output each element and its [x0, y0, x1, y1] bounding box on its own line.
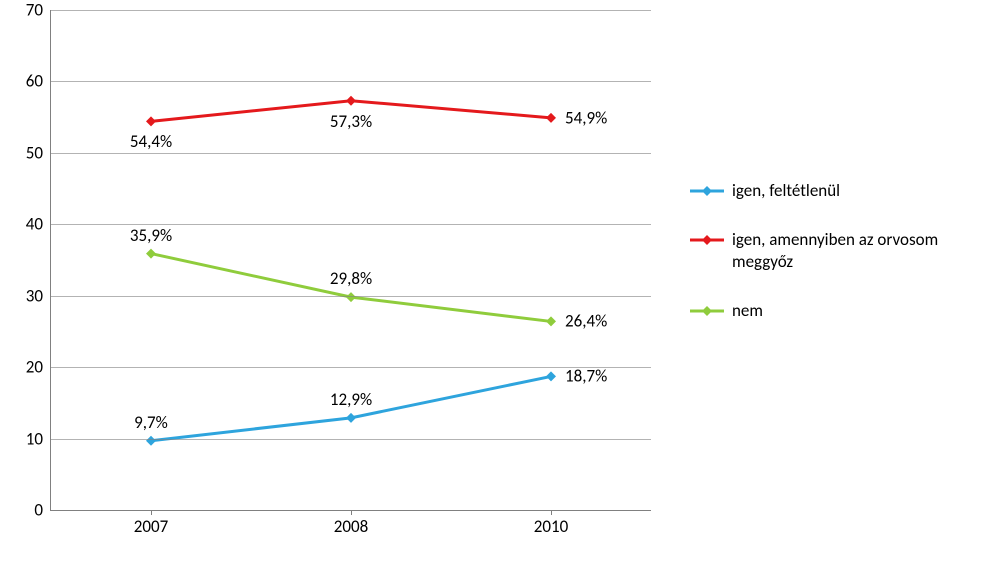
- marker-diamond-icon: [702, 306, 712, 316]
- x-tick: [151, 510, 152, 515]
- marker-diamond-icon: [346, 413, 356, 423]
- data-label: 29,8%: [330, 268, 372, 289]
- data-label: 57,3%: [330, 111, 372, 132]
- y-axis-label: 30: [26, 285, 51, 306]
- legend-swatch-icon: [690, 184, 724, 198]
- plot-area: 0102030405060702007200820109,7%12,9%18,7…: [50, 10, 651, 511]
- marker-diamond-icon: [702, 235, 712, 245]
- line-chart: 0102030405060702007200820109,7%12,9%18,7…: [0, 0, 991, 562]
- y-axis-label: 40: [26, 214, 51, 235]
- marker-diamond-icon: [146, 436, 156, 446]
- legend: igen, feltétlenül igen, amennyiben az orv…: [690, 180, 980, 349]
- legend-swatch-icon: [690, 233, 724, 247]
- legend-label: igen, feltétlenül: [732, 180, 980, 201]
- legend-swatch-icon: [690, 304, 724, 318]
- gridline: [51, 367, 651, 368]
- gridline: [51, 81, 651, 82]
- gridline: [51, 153, 651, 154]
- data-label: 54,9%: [565, 107, 607, 128]
- marker-diamond-icon: [546, 316, 556, 326]
- data-label: 12,9%: [330, 389, 372, 410]
- data-label: 54,4%: [130, 131, 172, 152]
- y-axis-label: 10: [26, 428, 51, 449]
- legend-item-igen_feltetlenul: igen, feltétlenül: [690, 180, 980, 201]
- legend-item-nem: nem: [690, 300, 980, 321]
- data-label: 18,7%: [565, 366, 607, 387]
- marker-diamond-icon: [346, 96, 356, 106]
- marker-diamond-icon: [146, 116, 156, 126]
- y-axis-label: 50: [26, 142, 51, 163]
- marker-diamond-icon: [702, 186, 712, 196]
- data-label: 26,4%: [565, 311, 607, 332]
- marker-diamond-icon: [146, 249, 156, 259]
- gridline: [51, 296, 651, 297]
- marker-diamond-icon: [546, 371, 556, 381]
- x-tick: [551, 510, 552, 515]
- legend-label: nem: [732, 300, 980, 321]
- y-axis-label: 60: [26, 71, 51, 92]
- gridline: [51, 10, 651, 11]
- legend-item-igen_orvosom: igen, amennyiben az orvosom meggyőz: [690, 229, 980, 272]
- legend-label: igen, amennyiben az orvosom meggyőz: [732, 229, 980, 272]
- data-label: 9,7%: [134, 412, 168, 433]
- marker-diamond-icon: [346, 292, 356, 302]
- gridline: [51, 439, 651, 440]
- chart-svg: [51, 10, 651, 510]
- x-tick: [351, 510, 352, 515]
- y-axis-label: 70: [26, 0, 51, 21]
- data-label: 35,9%: [130, 225, 172, 246]
- y-axis-label: 20: [26, 357, 51, 378]
- y-axis-label: 0: [34, 500, 51, 521]
- marker-diamond-icon: [546, 113, 556, 123]
